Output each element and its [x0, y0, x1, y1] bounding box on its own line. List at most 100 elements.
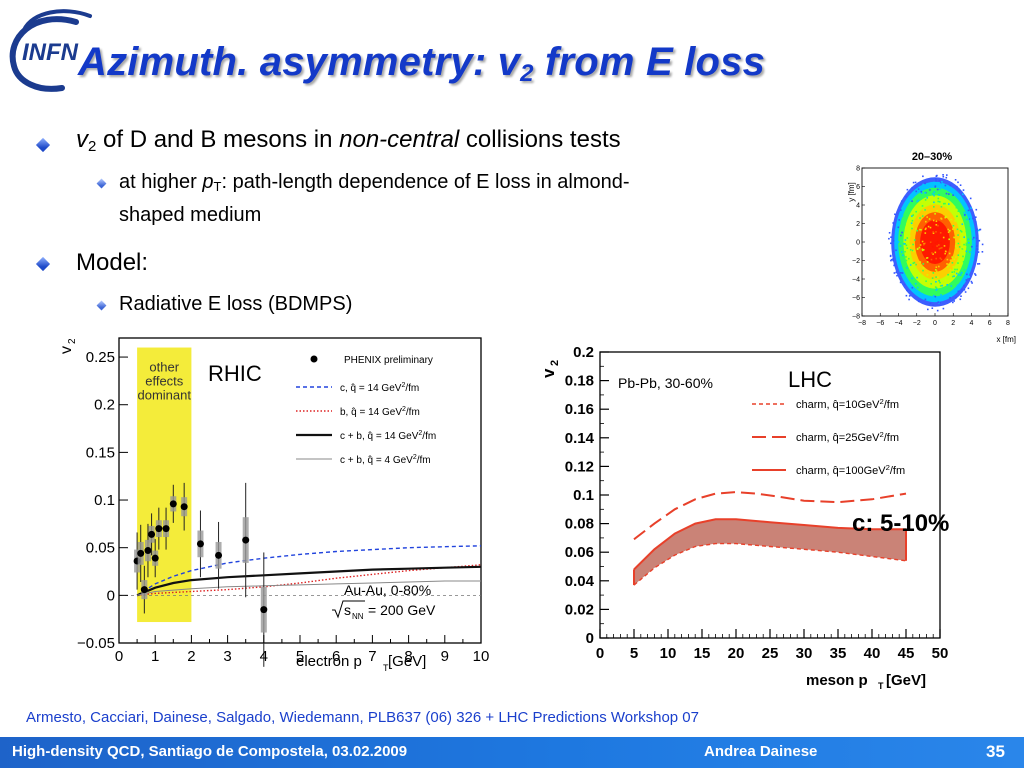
model-curve: [633, 542, 907, 586]
infn-logo-graphic: INFN: [9, 9, 92, 92]
y-tick-label: 0.02: [565, 601, 594, 618]
legend-item: PHENIX preliminary: [310, 355, 433, 366]
x-tick-label: 0: [596, 645, 604, 662]
rhic-system: Au-Au, 0-80%: [344, 582, 431, 598]
bullet-1a-p: p: [202, 171, 214, 193]
y-tick-label: 0.18: [565, 373, 594, 390]
band-text-line: effects: [145, 373, 184, 388]
y-tick-label: 0.16: [565, 401, 594, 418]
legend-marker: [310, 355, 318, 363]
x-tick-label: 3: [223, 648, 231, 665]
data-point: [260, 552, 268, 667]
legend-item: b, q̂ = 14 GeV2/fm: [296, 406, 420, 418]
rhic-xlabel-sub: T: [383, 663, 389, 673]
x-tick-label: 50: [932, 645, 949, 662]
x-tick-label: 8: [1006, 320, 1010, 327]
lhc-curves: [633, 491, 907, 586]
footer-conference: High-density QCD, Santiago de Compostela…: [12, 743, 408, 760]
y-tick-label: 0: [107, 587, 115, 604]
rhic-band-text: other effects dominant: [138, 359, 192, 402]
rhic-ylabel: v 2: [58, 338, 78, 354]
footer-author: Andrea Dainese: [704, 743, 818, 760]
rhic-chart: other effects dominant 0 1 2 3 4 5 6 7 8 9 10 0.25 0…: [34, 330, 496, 675]
x-tick-label: 40: [864, 645, 881, 662]
y-tick-label: 0.04: [565, 573, 595, 590]
x-tick-label: −6: [876, 320, 884, 327]
y-tick-label: 6: [856, 184, 860, 191]
y-tick-label: 0.05: [86, 540, 115, 557]
x-tick-label: −2: [913, 320, 921, 327]
x-tick-label: 7: [368, 648, 376, 665]
y-tick-label: 2: [856, 221, 860, 228]
x-tick-label: 45: [898, 645, 915, 662]
y-tick-label: −2: [852, 258, 860, 265]
band-text-line: dominant: [138, 387, 192, 402]
data-point: [196, 510, 204, 578]
y-tick-label: 0: [856, 240, 860, 247]
model-curve: [633, 491, 907, 541]
lhc-axes: 0 5 10 15 20 25 30 35 40 45 50 0 0.02 0.04 0.06 0.08 0.1…: [565, 344, 949, 662]
x-tick-label: 10: [660, 645, 677, 662]
y-tick-label: −8: [852, 314, 860, 321]
legend-label: c + b, q̂ = 14 GeV2/fm: [340, 430, 436, 442]
x-tick-label: 4: [970, 320, 974, 327]
lhc-annotation: c: 5-10%: [852, 510, 950, 537]
y-tick-label: 0.1: [573, 487, 594, 504]
y-tick-label: 0.25: [86, 349, 115, 366]
x-tick-label: 2: [187, 648, 195, 665]
bullet-1a-line2: shaped medium: [119, 204, 262, 226]
reference-text: Armesto, Cacciari, Dainese, Salgado, Wie…: [26, 709, 699, 726]
lhc-xlabel-unit: [GeV]: [886, 672, 926, 689]
x-tick-label: −4: [895, 320, 903, 327]
bullet-1-italic: non-central: [339, 126, 460, 153]
rhic-energy: s NN = 200 GeV: [332, 600, 436, 621]
density-map-title: 20–30%: [912, 151, 953, 163]
bullet-1-v: v: [76, 126, 88, 153]
data-point: [169, 484, 177, 523]
density-map-ylabel: y [fm]: [847, 182, 856, 202]
y-tick-label: 0.12: [565, 458, 594, 475]
data-point: [180, 482, 188, 531]
legend-item: c, q̂ = 14 GeV2/fm: [296, 382, 419, 394]
title-rest: from E loss: [533, 40, 766, 84]
x-tick-label: 0: [933, 320, 937, 327]
legend-item: c + b, q̂ = 4 GeV2/fm: [296, 454, 431, 466]
data-point: [144, 523, 152, 578]
y-tick-label: 0.14: [565, 430, 595, 447]
lhc-xlabel-main: meson p: [806, 672, 868, 689]
x-tick-label: 5: [296, 648, 304, 665]
y-tick-label: 0.2: [573, 344, 594, 361]
data-point: [137, 524, 145, 582]
data-point: [151, 539, 159, 578]
rhic-points: [133, 482, 268, 667]
bullet-1: v2 of D and B mesons in non-central coll…: [76, 125, 621, 162]
lhc-ylabel-sub: 2: [549, 360, 561, 366]
x-tick-label: 9: [441, 648, 449, 665]
lhc-chart: 0 5 10 15 20 25 30 35 40 45 50 0 0.02 0.04 0.06 0.08 0.1…: [530, 340, 960, 690]
bullet-1-sub: 2: [88, 138, 97, 155]
legend-label: charm, q̂=25GeV2/fm: [796, 430, 899, 444]
bullet-marker: [35, 137, 51, 153]
rhic-xlabel-main: electron p: [296, 653, 362, 670]
legend-label: c + b, q̂ = 4 GeV2/fm: [340, 454, 431, 466]
density-map-heat: [888, 174, 984, 312]
logo-text: INFN: [22, 39, 79, 66]
data-point: [140, 565, 148, 614]
legend-label: b, q̂ = 14 GeV2/fm: [340, 406, 420, 418]
data-point: [162, 507, 170, 550]
data-point: [148, 513, 156, 556]
lhc-system: Pb-Pb, 30-60%: [618, 375, 713, 391]
x-tick-label: 1: [151, 648, 159, 665]
model-curve: [633, 518, 906, 571]
footer-bar: High-density QCD, Santiago de Compostela…: [0, 737, 1024, 768]
band-text-line: other: [149, 359, 179, 374]
rhic-ylabel-main: v: [58, 346, 75, 354]
bullet-marker: [35, 256, 51, 272]
x-tick-label: 20: [728, 645, 745, 662]
x-tick-label: 30: [796, 645, 813, 662]
lhc-xlabel-sub: T: [878, 681, 884, 690]
density-contour: [920, 219, 950, 265]
bullet-1a-end: : path-length dependence of E loss in al…: [221, 171, 630, 193]
x-tick-label: 2: [951, 320, 955, 327]
bullet-1a: at higher pT: path-length dependence of …: [119, 168, 839, 230]
